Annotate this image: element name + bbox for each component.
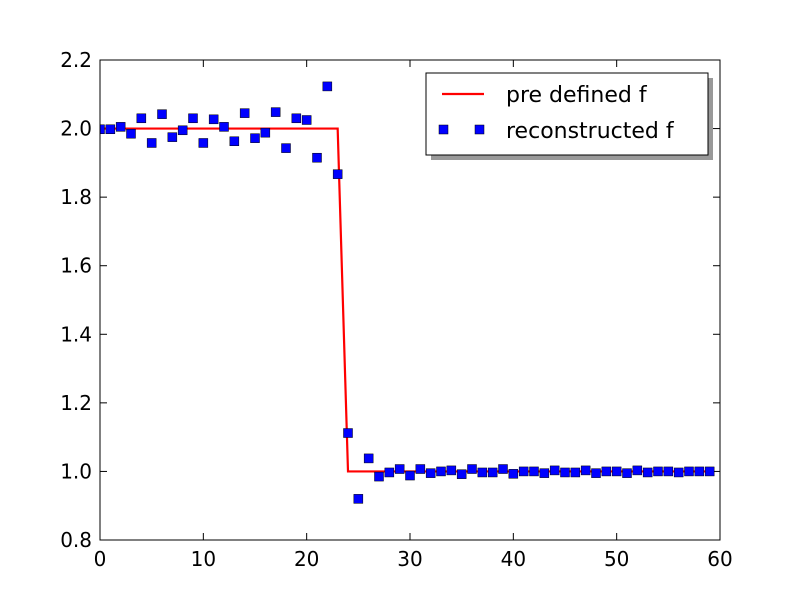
legend-label-reconstructed: reconstructed f <box>506 119 675 144</box>
data-point-reconstructed-f <box>260 127 271 138</box>
y-tick-label: 2.2 <box>60 48 92 72</box>
data-point-reconstructed-f <box>384 467 395 478</box>
data-point-reconstructed-f <box>281 143 291 153</box>
data-point-reconstructed-f <box>508 469 519 479</box>
legend-box <box>425 72 709 156</box>
data-point-reconstructed-f <box>446 465 457 476</box>
data-point-reconstructed-f <box>611 466 622 477</box>
data-point-reconstructed-f <box>425 468 436 478</box>
data-point-reconstructed-f <box>498 464 508 474</box>
series-layer <box>100 81 715 504</box>
x-tick-label: 0 <box>94 547 107 571</box>
data-point-reconstructed-f <box>188 113 198 124</box>
series-line-predefined-f <box>100 127 710 473</box>
data-point-reconstructed-f <box>167 132 178 142</box>
data-point-reconstructed-f <box>270 107 281 117</box>
y-tick-label: 2.0 <box>60 117 92 141</box>
data-point-reconstructed-f <box>405 470 415 481</box>
data-point-reconstructed-f <box>570 467 581 478</box>
data-point-reconstructed-f <box>456 469 467 479</box>
data-point-reconstructed-f <box>694 466 705 477</box>
data-point-reconstructed-f <box>363 453 374 464</box>
axis-tick-labels: 0 10 20 30 40 50 60 0.8 1.0 1.2 1.4 1.6 1.8 2.0 2.2 <box>60 48 733 571</box>
data-point-reconstructed-f <box>487 467 498 478</box>
data-point-reconstructed-f <box>622 468 632 478</box>
plot-frame <box>99 59 721 541</box>
data-point-reconstructed-f <box>394 464 405 474</box>
y-tick-label: 1.2 <box>60 391 92 415</box>
data-point-reconstructed-f <box>208 114 219 125</box>
data-point-reconstructed-f <box>332 169 343 179</box>
data-point-reconstructed-f <box>467 464 477 474</box>
x-tick-label: 50 <box>604 547 629 571</box>
data-point-reconstructed-f <box>239 108 250 118</box>
data-point-reconstructed-f <box>136 113 147 124</box>
data-point-reconstructed-f <box>219 122 229 132</box>
data-point-reconstructed-f <box>580 465 591 476</box>
y-tick-label: 1.0 <box>60 459 92 483</box>
data-point-reconstructed-f <box>146 138 157 148</box>
x-tick-label: 20 <box>294 547 319 571</box>
data-point-reconstructed-f <box>684 466 694 477</box>
data-point-reconstructed-f <box>477 467 488 478</box>
data-point-reconstructed-f <box>642 467 653 478</box>
x-tick-label: 60 <box>707 547 732 571</box>
data-point-reconstructed-f <box>704 466 715 477</box>
data-point-reconstructed-f <box>229 136 240 147</box>
data-point-reconstructed-f <box>591 468 601 478</box>
x-tick-label: 10 <box>191 547 216 571</box>
data-point-reconstructed-f <box>312 152 322 163</box>
data-point-reconstructed-f <box>601 466 612 477</box>
data-point-reconstructed-f <box>663 466 674 477</box>
x-tick-label: 30 <box>397 547 422 571</box>
data-point-reconstructed-f <box>115 122 126 132</box>
data-point-reconstructed-f <box>343 428 353 438</box>
data-point-reconstructed-f <box>301 115 312 125</box>
data-point-reconstructed-f <box>539 468 550 478</box>
data-point-reconstructed-f <box>105 124 116 135</box>
data-point-reconstructed-f <box>632 465 643 476</box>
data-point-reconstructed-f <box>560 467 570 478</box>
data-point-reconstructed-f <box>291 113 302 124</box>
legend: pre defined f reconstructed f <box>425 72 713 160</box>
x-tick-label: 40 <box>501 547 526 571</box>
data-point-reconstructed-f <box>100 124 105 135</box>
data-point-reconstructed-f <box>415 464 426 474</box>
data-point-reconstructed-f <box>322 81 333 92</box>
data-point-reconstructed-f <box>126 128 136 139</box>
y-tick-label: 1.8 <box>60 185 92 209</box>
y-tick-label: 1.4 <box>60 322 92 346</box>
data-point-reconstructed-f <box>374 471 384 482</box>
legend-label-predefined: pre defined f <box>506 83 648 108</box>
data-point-reconstructed-f <box>436 466 446 477</box>
data-point-reconstructed-f <box>250 133 260 143</box>
data-point-reconstructed-f <box>673 467 684 478</box>
data-point-reconstructed-f <box>518 466 529 477</box>
data-point-reconstructed-f <box>653 466 663 477</box>
legend-marker-sample-1 <box>438 124 449 135</box>
y-tick-label: 0.8 <box>60 528 92 552</box>
data-point-reconstructed-f <box>529 466 539 477</box>
data-point-reconstructed-f <box>353 494 364 504</box>
data-point-reconstructed-f <box>177 125 188 136</box>
y-tick-label: 1.6 <box>60 254 92 278</box>
data-point-reconstructed-f <box>157 109 167 119</box>
data-point-reconstructed-f <box>549 465 560 476</box>
data-point-reconstructed-f <box>198 138 209 148</box>
legend-marker-sample-2 <box>474 124 485 135</box>
